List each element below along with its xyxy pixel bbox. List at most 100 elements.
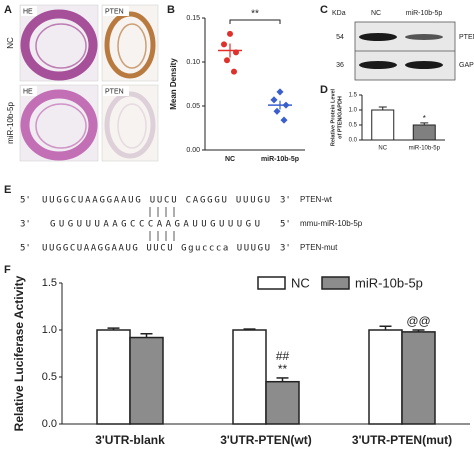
image-label-box [103,86,129,96]
legend-swatch [321,276,350,290]
row-label: NC [6,37,15,49]
y-tick-label: 0.05 [186,103,200,110]
tissue-ring [20,9,98,81]
bar [129,336,164,425]
image-label: HE [23,8,33,15]
y-tick-label: 0.5 [349,123,358,129]
image-label-box [21,6,37,16]
data-point [233,49,239,56]
tissue-ring-inner [117,23,147,69]
y-tick-label: 1.0 [42,324,57,336]
significance: ## [276,349,290,363]
band-name: PTEN [459,34,474,41]
legend-label: miR-10b-5p [355,275,423,290]
significance: ** [278,362,288,376]
significance: @@ [406,314,430,328]
significance: ** [251,9,259,20]
panel-label: F [4,264,11,276]
bar [368,329,403,425]
data-point [270,96,278,104]
bar [401,331,436,425]
data-point [282,101,290,109]
bar [412,124,436,141]
tissue-ring [104,11,156,79]
data-point [231,68,237,75]
y-tick-label: 0.0 [42,418,57,430]
significance: * [423,114,426,123]
y-axis-label: of PTEN/GAPDH [337,96,343,139]
data-point [280,116,288,124]
y-tick-label: 0.00 [186,147,200,154]
lane-label: NC [371,10,381,17]
x-tick-label: 3'UTR-PTEN(mut) [352,433,452,447]
band-size: 36 [336,62,344,69]
band [405,61,443,69]
y-axis-label: Mean Density [169,58,178,110]
legend-swatch [257,276,286,290]
seq-end: 5' [20,196,31,206]
panel-label: B [167,4,175,16]
data-point [273,107,281,115]
seq-name: PTEN-mut [300,243,338,252]
band [405,34,443,40]
y-axis-label: Relative Luciferase Activity [12,275,26,431]
data-point [221,41,227,48]
seq-end: 5' [280,220,291,230]
bar [371,109,395,141]
tissue-ring-inner [35,23,87,69]
y-tick-label: 0.15 [186,15,200,22]
data-point [224,57,230,64]
x-tick-label: 3'UTR-PTEN(wt) [220,433,312,447]
bar [232,329,267,425]
x-tick-label: NC [225,156,235,163]
x-tick-label: miR-10b-5p [261,156,299,163]
tissue-ring [20,89,98,161]
y-tick-label: 1.5 [42,277,57,289]
seq-end: 3' [280,244,291,254]
seq-name: PTEN-wt [300,195,333,204]
y-tick-label: 0.5 [42,371,57,383]
seq-end: 5' [20,244,31,254]
image-label-box [21,86,37,96]
tissue-ring-inner [35,103,87,149]
y-tick-label: 1.5 [349,93,358,99]
seq-end: 3' [280,196,291,206]
band [359,61,397,69]
tissue-ring-inner [117,103,147,149]
y-tick-label: 0.0 [349,138,358,144]
y-tick-label: 1.0 [349,108,358,114]
significance-bracket [229,19,281,24]
image-label: HE [23,88,33,95]
panel-label: A [4,4,12,16]
pairing-lines [149,207,175,241]
sequence: U U G G C U A A G G A A U G U U C U C A … [42,196,270,206]
tissue-ring [104,91,156,159]
row-label: miR-10b-5p [6,102,15,144]
data-point [276,88,284,96]
lane-label: miR-10b-5p [406,10,443,17]
band-name: GAPDH [459,62,474,69]
panel-label: C [320,4,328,16]
sequence: G U G U U U A A G C C C A A G A U U G U … [50,220,260,230]
x-tick-label: NC [378,146,387,152]
panel-label: D [320,84,328,96]
band [359,33,397,41]
image-label: PTEN [105,8,124,15]
x-tick-label: 3'UTR-blank [95,433,165,447]
image-label: PTEN [105,88,124,95]
panel-label: E [4,184,11,196]
seq-name: mmu-miR-10b-5p [300,219,363,228]
image-label-box [103,6,129,16]
bar [265,380,300,425]
x-tick-label: miR-10b-5p [409,146,441,152]
seq-end: 3' [20,220,31,230]
legend-label: NC [291,275,310,290]
bar [96,329,131,425]
y-tick-label: 0.10 [186,59,200,66]
sequence: U U G G C U A A G G A A U G U U C U G g … [42,244,270,254]
blot-unit: KDa [332,10,346,17]
band-size: 54 [336,34,344,41]
y-axis-label: Relative Protein Level [330,88,336,146]
